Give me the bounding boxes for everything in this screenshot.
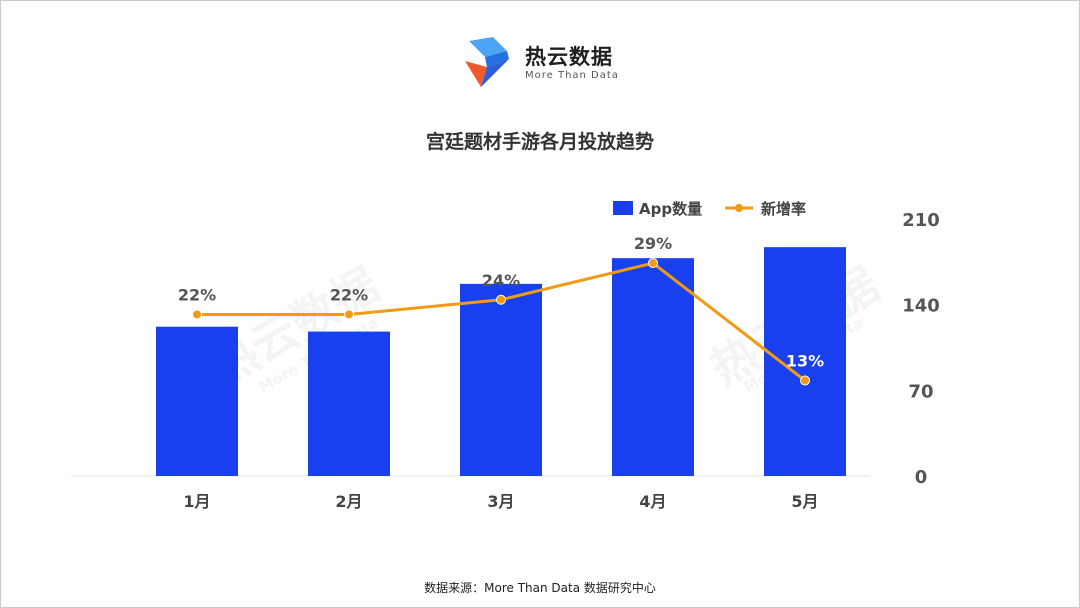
bar-app-count (308, 331, 390, 476)
x-tick-label: 5月 (791, 492, 818, 511)
bar-app-count (460, 283, 542, 476)
legend-label: 新增率 (761, 200, 806, 218)
logo-mark-icon (465, 37, 509, 87)
x-tick-label: 4月 (639, 492, 666, 511)
data-label: 22% (178, 285, 216, 304)
x-tick-label: 3月 (487, 492, 514, 511)
brand-logo: 热云数据 More Than Data (463, 37, 633, 91)
line-point (344, 309, 354, 320)
legend-swatch-bar (613, 201, 633, 215)
line-point (648, 258, 658, 269)
bar-app-count (612, 258, 694, 476)
y-tick-label: 140 (902, 296, 940, 317)
chart: 1月 2月 3月 4月 5月 0 70 140 210 22% 22% 24% 29% 13% App数量 新… (71, 200, 940, 511)
bar-app-count (764, 247, 846, 476)
brand-name: 热云数据 (525, 45, 613, 69)
legend-swatch-point (735, 204, 743, 212)
data-label: 22% (330, 285, 368, 304)
bar-app-count (156, 326, 238, 476)
data-label: 13% (786, 352, 824, 371)
x-tick-label: 2月 (335, 492, 362, 511)
brand-tagline: More Than Data (525, 70, 619, 81)
y-tick-label: 70 (908, 381, 933, 402)
data-source-note: 数据来源：More Than Data 数据研究中心 (424, 581, 656, 595)
legend-label: App数量 (639, 200, 702, 218)
data-label: 24% (482, 271, 520, 290)
line-point (192, 309, 202, 320)
y-tick-label: 0 (915, 467, 928, 488)
data-label: 29% (634, 234, 672, 253)
y-tick-label: 210 (902, 210, 940, 231)
line-point (800, 375, 810, 386)
chart-title: 宫廷题材手游各月投放趋势 (425, 131, 654, 153)
x-tick-label: 1月 (183, 492, 210, 511)
line-point (496, 294, 506, 305)
